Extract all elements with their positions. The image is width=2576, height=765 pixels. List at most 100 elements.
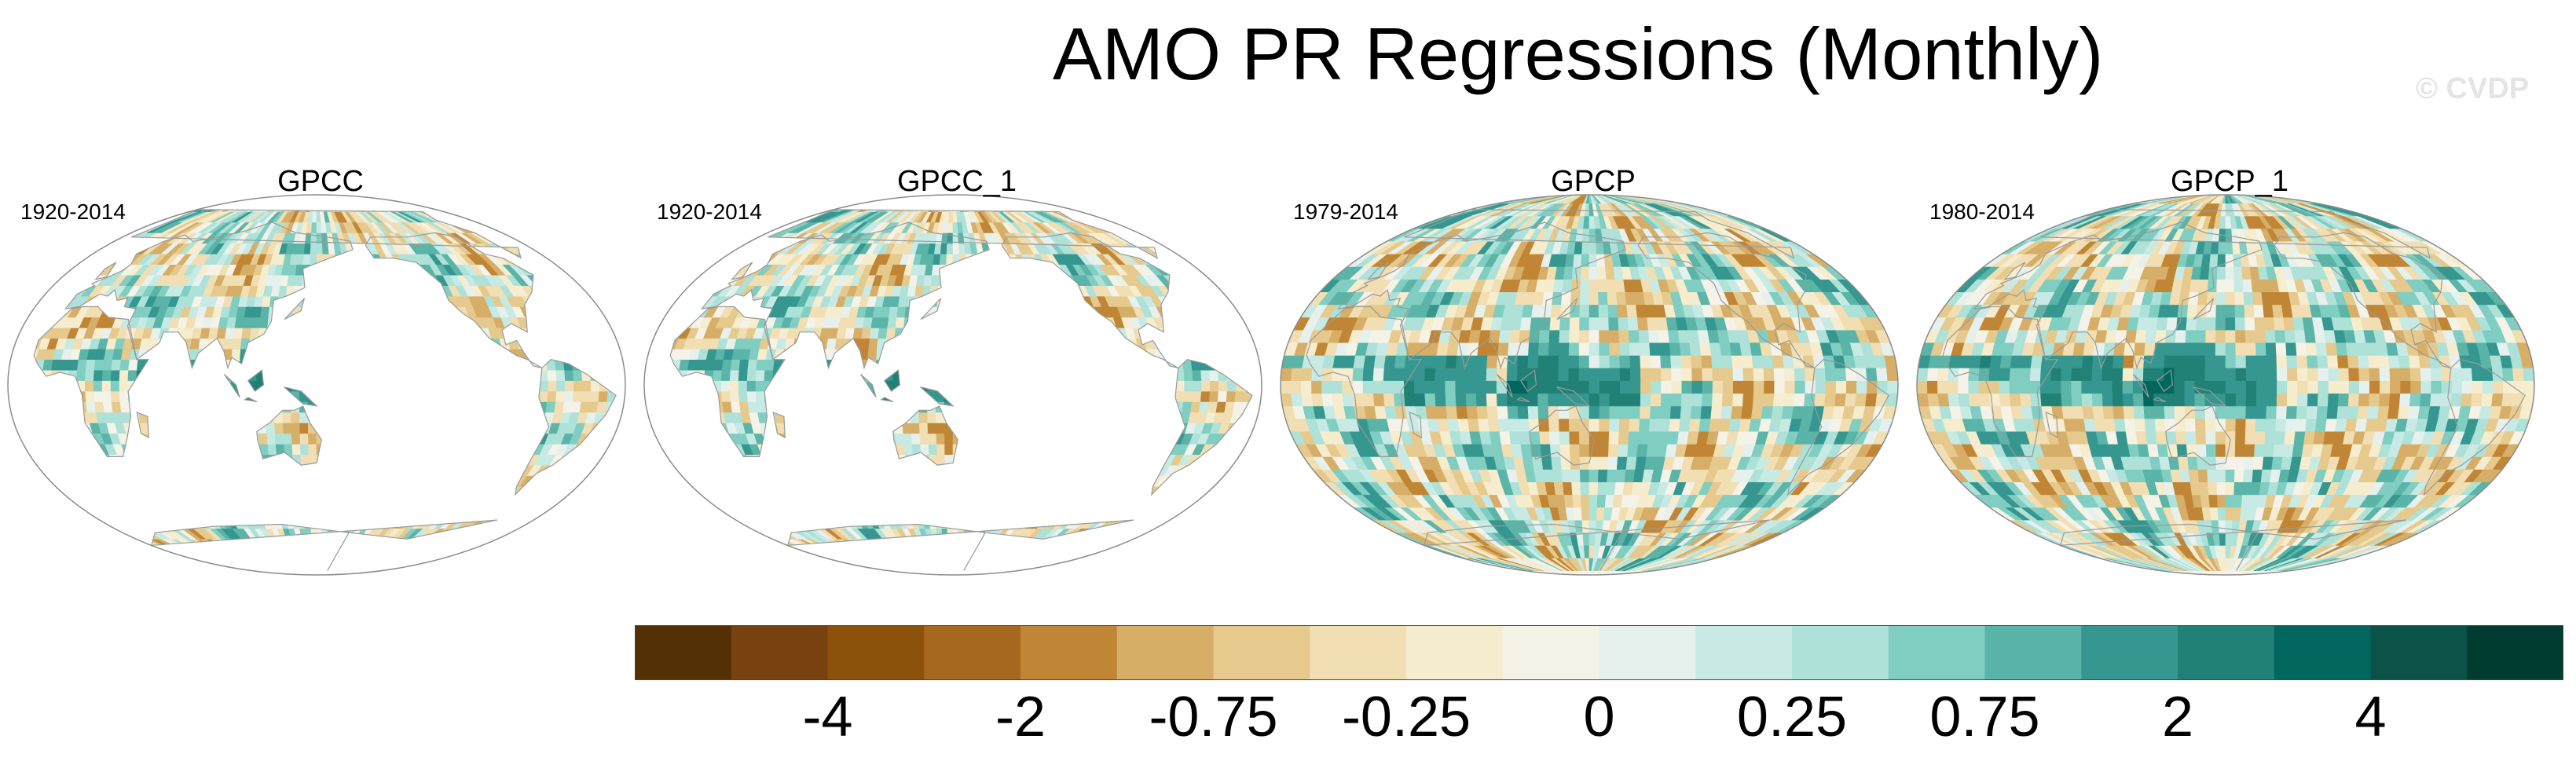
field-cell <box>495 518 520 529</box>
field-cell <box>1210 338 1223 350</box>
field-cell <box>342 390 351 402</box>
field-cell <box>198 338 209 350</box>
field-cell <box>1059 538 1084 551</box>
field-cell <box>719 464 735 476</box>
field-cell <box>350 369 360 381</box>
field-cell <box>295 209 306 212</box>
field-cell <box>1038 496 1050 508</box>
field-cell <box>615 369 617 381</box>
field-cell <box>981 285 991 297</box>
field-cell <box>862 538 881 551</box>
field-cell <box>416 549 449 561</box>
field-cell <box>946 559 952 571</box>
field-cell <box>1200 369 1211 381</box>
field-cell <box>944 285 954 297</box>
field-cell <box>110 254 131 265</box>
field-cell <box>1029 369 1039 381</box>
field-cell <box>1003 390 1013 402</box>
field-cell <box>1115 369 1125 381</box>
field-cell <box>350 485 361 497</box>
field-cell <box>786 518 808 529</box>
field-cell <box>409 401 420 413</box>
field-cell <box>299 328 309 339</box>
field-cell <box>435 443 448 456</box>
field-cell <box>1090 475 1105 487</box>
field-cell <box>146 412 158 423</box>
field-cell <box>60 359 71 371</box>
field-cell <box>940 243 948 254</box>
field-cell <box>1123 359 1133 371</box>
field-cell <box>1105 507 1124 518</box>
field-cell <box>696 401 708 413</box>
field-cell <box>460 359 471 371</box>
field-cell <box>1027 338 1038 350</box>
field-cell <box>343 485 354 497</box>
field-cell <box>1186 285 1204 297</box>
field-cell <box>453 369 463 381</box>
field-cell <box>867 401 878 413</box>
field-cell <box>82 475 100 487</box>
field-cell <box>341 349 351 361</box>
field-cell <box>240 496 251 508</box>
field-cell <box>359 380 368 392</box>
field-cell <box>301 285 310 297</box>
field-cell <box>1143 423 1156 434</box>
field-cell <box>1081 380 1090 392</box>
field-cell <box>564 285 583 297</box>
field-cell <box>71 443 86 456</box>
field-cell <box>394 306 405 318</box>
field-cell <box>850 359 860 371</box>
field-cell <box>256 369 266 381</box>
field-cell <box>773 401 784 413</box>
field-cell <box>679 295 696 307</box>
field-cell <box>349 433 359 445</box>
field-cell <box>892 538 907 551</box>
field-cell <box>266 485 276 497</box>
field-cell <box>1099 507 1118 518</box>
field-cell <box>163 485 179 497</box>
field-cell <box>939 507 947 518</box>
field-cell <box>398 328 409 339</box>
field-cell <box>782 412 794 423</box>
field-cell <box>333 349 343 361</box>
field-cell <box>366 349 377 361</box>
field-cell <box>1234 390 1245 402</box>
field-cell <box>493 507 515 518</box>
field-cell <box>545 359 557 371</box>
field-cell <box>912 559 934 571</box>
field-cell <box>969 401 979 413</box>
field-cell <box>993 433 1003 445</box>
field-cell <box>255 549 274 561</box>
field-cell <box>389 285 401 297</box>
field-cell <box>894 485 905 497</box>
field-cell <box>162 401 173 413</box>
field-cell <box>392 349 402 361</box>
field-cell <box>269 549 284 561</box>
field-cell <box>282 338 292 350</box>
field-cell <box>482 423 493 434</box>
field-cell <box>316 209 321 212</box>
field-cell <box>111 401 122 413</box>
field-cell <box>285 464 295 476</box>
field-cell <box>905 295 916 307</box>
field-cell <box>544 349 555 361</box>
field-cell <box>524 338 537 350</box>
field-cell <box>720 454 736 466</box>
field-cell <box>1136 507 1157 518</box>
field-cell <box>596 317 612 328</box>
field-cell <box>316 475 324 487</box>
field-cell <box>196 454 208 466</box>
field-cell <box>417 412 427 423</box>
field-cell <box>952 401 962 413</box>
field-cell <box>223 338 234 350</box>
field-cell <box>119 359 130 371</box>
field-cell <box>870 433 880 445</box>
field-cell <box>494 359 505 371</box>
field-cell <box>306 538 313 551</box>
field-cell <box>83 254 106 265</box>
field-cell <box>859 549 884 561</box>
field-cell <box>874 464 886 476</box>
field-cell <box>1208 464 1226 476</box>
field-cell <box>436 317 448 328</box>
field-cell <box>1059 328 1070 339</box>
